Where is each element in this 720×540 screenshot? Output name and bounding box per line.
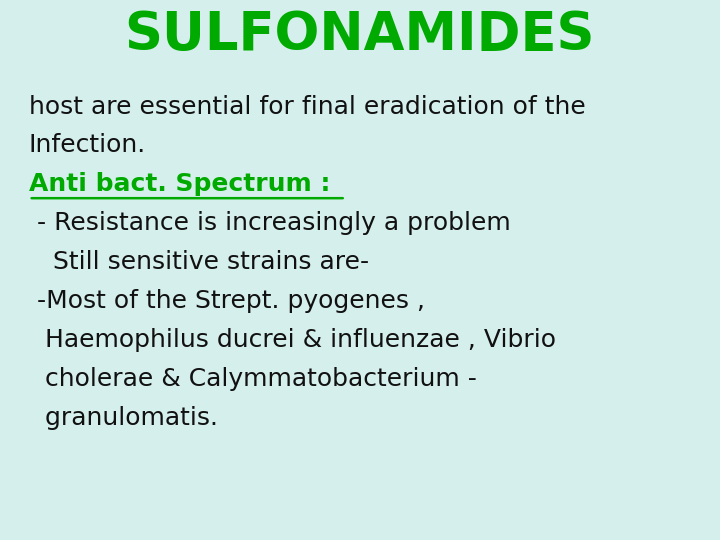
Text: Still sensitive strains are-: Still sensitive strains are-: [29, 250, 369, 274]
Text: - Resistance is increasingly a problem: - Resistance is increasingly a problem: [29, 211, 510, 235]
Text: SULFONAMIDES: SULFONAMIDES: [125, 9, 595, 61]
Text: -Most of the Strept. pyogenes ,: -Most of the Strept. pyogenes ,: [29, 289, 425, 313]
Text: Anti bact. Spectrum :: Anti bact. Spectrum :: [29, 172, 330, 196]
Text: granulomatis.: granulomatis.: [29, 406, 218, 429]
Text: Infection.: Infection.: [29, 133, 146, 157]
Text: host are essential for final eradication of the: host are essential for final eradication…: [29, 94, 585, 118]
Text: cholerae & Calymmatobacterium -: cholerae & Calymmatobacterium -: [29, 367, 477, 390]
Text: Haemophilus ducrei & influenzae , Vibrio: Haemophilus ducrei & influenzae , Vibrio: [29, 328, 556, 352]
